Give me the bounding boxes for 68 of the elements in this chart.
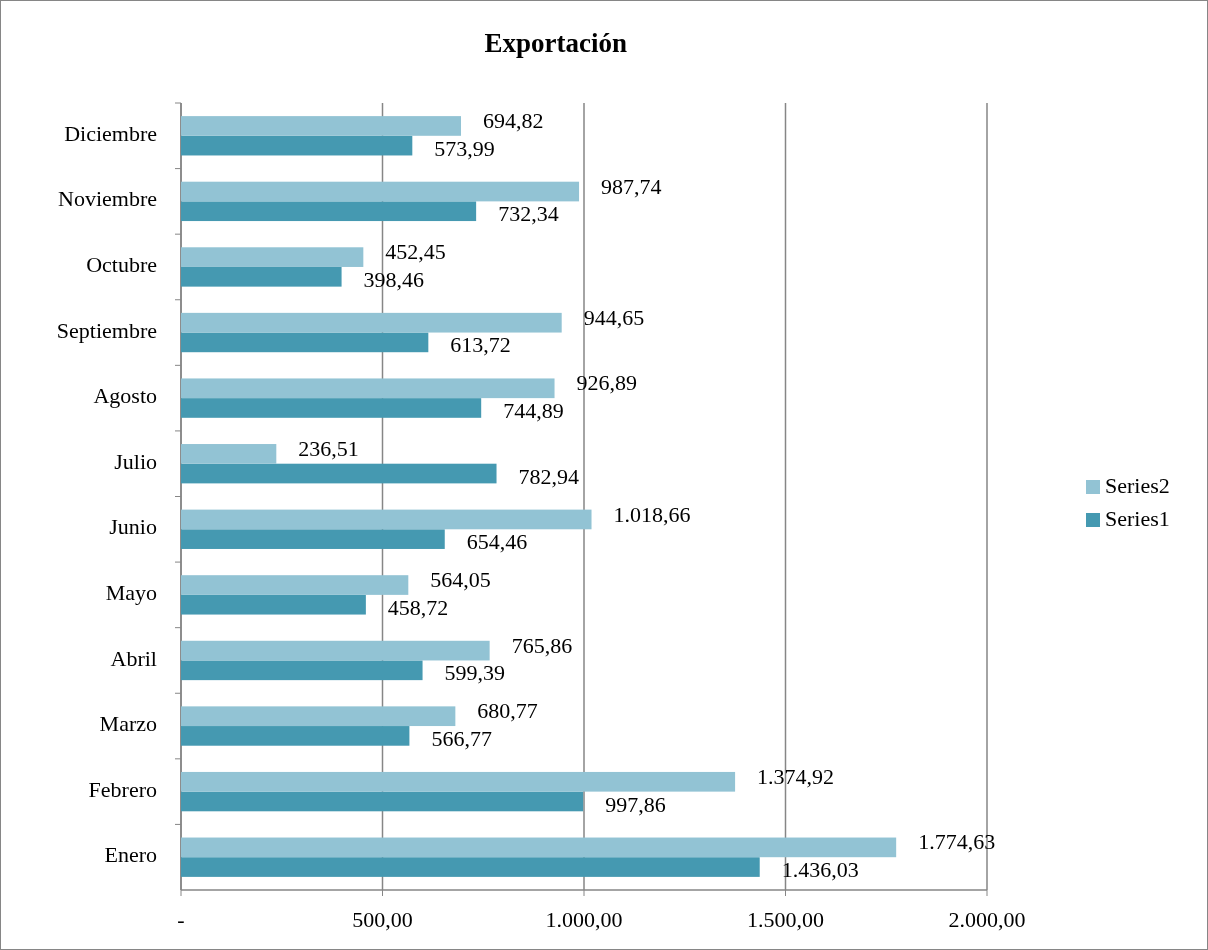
data-label: 1.018,66 [613,501,691,527]
bar [181,378,555,399]
y-tick-label: Agosto [93,383,157,409]
y-tick-label: Febrero [88,776,157,802]
y-tick-label: Julio [114,448,157,474]
x-tick-label: 1.500,00 [747,907,824,933]
y-tick-label: Junio [109,514,157,540]
x-tick-label: 2.000,00 [948,907,1026,933]
data-label: 452,45 [385,239,446,265]
bar [181,575,409,595]
bar [181,660,423,681]
y-tick-label: Septiembre [56,317,157,343]
data-label: 732,34 [498,201,559,227]
bar [181,116,462,136]
data-label: 398,46 [363,266,425,292]
x-tick-label: - [177,907,185,933]
bar [181,509,592,530]
bar [181,398,482,418]
bar [181,201,477,222]
bar [181,181,580,202]
bar [181,529,445,549]
data-label: 680,77 [477,698,538,724]
y-tick-label: Mayo [105,579,157,605]
bar [181,706,456,727]
bar [181,640,490,661]
x-tick-label: 500,00 [352,907,413,933]
bar [181,444,277,464]
bar [181,771,736,792]
data-label: 1.774,63 [918,829,996,855]
data-label: 613,72 [450,332,511,358]
bar [181,135,413,156]
data-label: 997,86 [605,791,666,817]
y-tick-label: Abril [110,645,157,671]
data-label: 236,51 [298,435,359,461]
y-tick-label: Enero [104,842,157,868]
y-tick-label: Diciembre [64,120,157,146]
data-label: 1.374,92 [757,763,835,789]
legend-label: Series2 [1105,473,1170,499]
y-tick-label: Octubre [86,252,157,278]
bar [181,594,366,615]
bar [181,332,429,353]
bar [181,463,497,484]
legend-label: Series1 [1105,506,1170,532]
y-tick-label: Marzo [99,711,157,737]
bar [181,791,584,812]
data-label: 765,86 [511,632,573,658]
data-label: 926,89 [576,370,638,396]
data-label: 744,89 [503,398,564,424]
data-label: 458,72 [387,594,449,620]
bar [181,247,364,267]
bar [181,857,760,877]
y-tick-label: Noviembre [58,186,157,212]
data-label: 1.436,03 [781,857,859,883]
bar [181,266,342,287]
data-label: 987,74 [601,173,662,199]
bar [181,837,897,858]
data-label: 566,77 [431,725,492,751]
x-tick-label: 1.000,00 [545,907,623,933]
chart-title: Exportación [484,28,627,58]
data-label: 782,94 [518,463,580,489]
bar [181,726,410,746]
data-label: 694,82 [483,108,544,133]
bar [181,312,562,333]
data-label: 564,05 [430,567,491,593]
data-label: 573,99 [434,135,495,161]
data-label: 599,39 [444,660,506,686]
data-label: 654,46 [466,529,528,555]
data-label: 944,65 [583,304,645,330]
